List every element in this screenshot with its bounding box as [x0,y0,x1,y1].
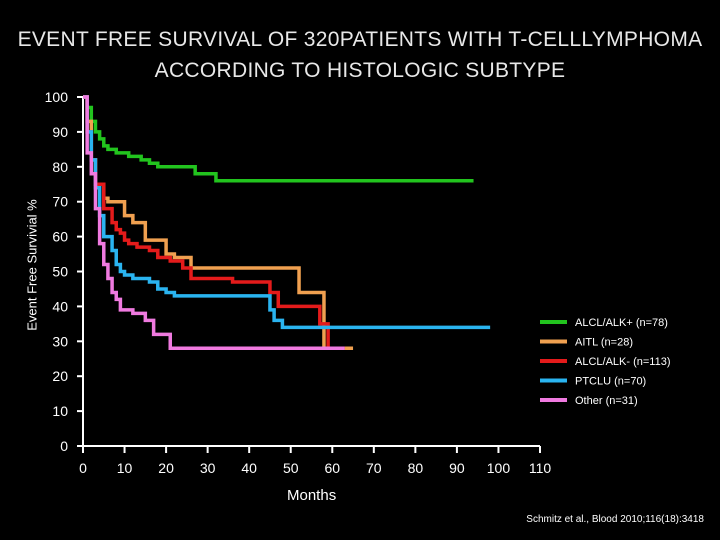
x-tick-label: 50 [283,460,299,476]
y-tick-label: 40 [52,298,68,314]
y-tick-label: 70 [52,194,68,210]
legend-label: AITL (n=28) [575,337,633,349]
x-tick-label: 10 [117,460,133,476]
legend-label: Other (n=31) [575,395,638,407]
x-tick-label: 30 [200,460,216,476]
legend-label: ALCL/ALK- (n=113) [575,356,671,368]
x-tick-label: 110 [529,460,552,476]
x-tick-label: 70 [366,460,382,476]
y-tick-label: 10 [52,403,68,419]
y-tick-label: 0 [60,438,68,454]
series-line-3 [83,95,345,351]
y-tick-label: 80 [52,159,68,175]
chart-title: EVENT FREE SURVIVAL OF 320PATIENTS WITH … [0,24,720,86]
x-tick-label: 90 [449,460,465,476]
series-line-4 [83,95,491,330]
chart-title-line1: EVENT FREE SURVIVAL OF 320PATIENTS WITH … [17,28,703,51]
x-tick-label: 20 [158,460,174,476]
y-tick-label: 30 [52,333,68,349]
x-tick-label: 60 [324,460,340,476]
x-axis-label: Months [287,487,337,504]
citation: Schmitz et al., Blood 2010;116(18):3418 [526,514,704,525]
legend-label: PTCLU (n=70) [575,376,646,388]
y-tick-label: 90 [52,124,68,140]
y-tick-label: 50 [52,264,68,280]
chart-title-line2: ACCORDING TO HISTOLOGIC SUBTYPE [154,59,566,82]
y-tick-label: 20 [52,368,68,384]
y-tick-label: 60 [52,229,68,245]
y-tick-label: 100 [45,89,69,105]
x-tick-label: 0 [79,460,87,476]
series-line-1 [83,95,474,183]
series-line-5 [83,95,345,351]
legend-label: ALCL/ALK+ (n=78) [575,317,668,329]
x-tick-label: 80 [408,460,424,476]
x-tick-label: 40 [241,460,257,476]
y-axis-label: Event Free Survivial % [24,199,40,331]
x-tick-label: 100 [487,460,511,476]
